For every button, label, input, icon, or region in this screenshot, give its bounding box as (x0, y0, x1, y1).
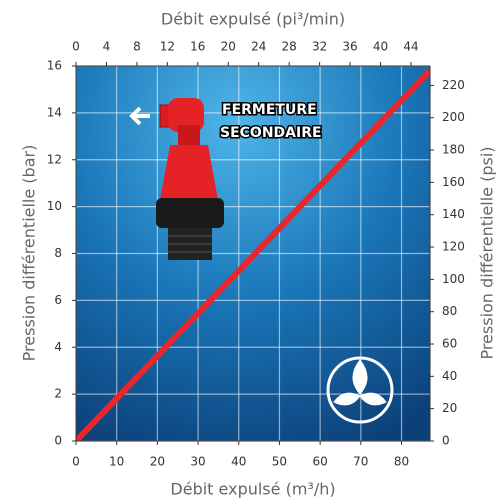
x-axis-label: Débit expulsé (m³/h) (170, 480, 335, 499)
y2-axis-label: Pression différentielle (psi) (478, 146, 497, 359)
y2-tick-label: 180 (442, 143, 465, 157)
x-tick-label: 20 (150, 455, 165, 469)
y2-tick-label: 60 (442, 337, 457, 351)
y-tick-label: 16 (47, 59, 62, 73)
x2-tick-label: 28 (282, 40, 297, 54)
y-tick-label: 0 (54, 434, 62, 448)
y2-tick-label: 220 (442, 78, 465, 92)
x-tick-label: 0 (72, 455, 80, 469)
x2-axis-label: Débit expulsé (pi³/min) (161, 10, 345, 29)
data-line (76, 68, 430, 441)
y2-tick-label: 160 (442, 175, 465, 189)
x2-tick-label: 4 (103, 40, 111, 54)
x-tick-label: 70 (353, 455, 368, 469)
y2-tick-label: 200 (442, 110, 465, 124)
y-tick-label: 6 (54, 293, 62, 307)
x-tick-label: 10 (109, 455, 124, 469)
y2-tick-label: 100 (442, 272, 465, 286)
x-tick-label: 80 (394, 455, 409, 469)
y-tick-label: 10 (47, 199, 62, 213)
y2-tick-label: 40 (442, 369, 457, 383)
y2-tick-label: 0 (442, 434, 450, 448)
x2-tick-label: 12 (160, 40, 175, 54)
y-tick-label: 8 (54, 246, 62, 260)
y2-tick-label: 140 (442, 207, 465, 221)
x2-tick-label: 8 (133, 40, 141, 54)
y-tick-label: 12 (47, 152, 62, 166)
y-tick-label: 2 (54, 387, 62, 401)
x2-tick-label: 24 (251, 40, 266, 54)
x2-tick-label: 40 (373, 40, 388, 54)
x2-tick-label: 20 (221, 40, 236, 54)
y2-tick-label: 20 (442, 401, 457, 415)
x2-tick-label: 32 (312, 40, 327, 54)
x-tick-label: 50 (272, 455, 287, 469)
x-tick-label: 40 (231, 455, 246, 469)
x-tick-label: 60 (312, 455, 327, 469)
y-tick-label: 14 (47, 105, 62, 119)
x2-tick-label: 44 (403, 40, 418, 54)
x2-tick-label: 36 (342, 40, 357, 54)
y-tick-label: 4 (54, 340, 62, 354)
annotation: SECONDAIRE (220, 125, 322, 141)
x-tick-label: 30 (190, 455, 205, 469)
x2-tick-label: 16 (190, 40, 205, 54)
y2-tick-label: 80 (442, 304, 457, 318)
y-axis-label: Pression différentielle (bar) (20, 145, 39, 362)
x2-tick-label: 0 (72, 40, 80, 54)
y2-tick-label: 120 (442, 240, 465, 254)
product-image (129, 98, 224, 260)
annotation: FERMETURE (222, 102, 317, 118)
logo-icon (326, 356, 394, 424)
